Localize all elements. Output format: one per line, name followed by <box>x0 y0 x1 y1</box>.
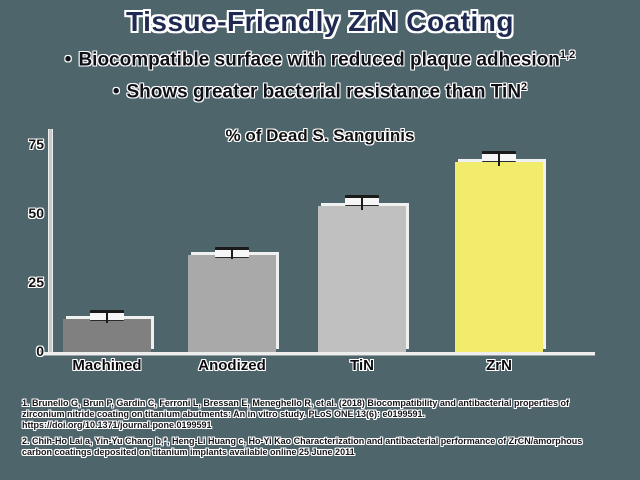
bullet-icon: • <box>112 81 120 103</box>
error-bar-stem <box>231 250 233 259</box>
bar-machined <box>63 319 151 352</box>
error-bar-anodized <box>215 247 249 259</box>
bullet-icon: • <box>64 49 72 71</box>
error-bar-stem <box>106 313 108 323</box>
bullet-bacterial-resistance: • Shows greater bacterial resistance than… <box>0 81 640 103</box>
error-bar-stem <box>361 198 363 210</box>
x-label-tin: TiN <box>350 357 374 374</box>
bullet-biocompatible: • Biocompatible surface with reduced plaq… <box>0 49 640 71</box>
error-bar-machined <box>90 310 124 323</box>
x-axis <box>42 352 595 356</box>
citation-ref-1-2: 1,2 <box>559 49 576 61</box>
y-tick-label-0: 0 <box>36 343 44 359</box>
chart-title: % of Dead S. Sanguinis <box>225 126 415 145</box>
y-tick-label-50: 50 <box>28 205 44 221</box>
bar-anodized <box>188 255 276 352</box>
error-bar-tin <box>345 195 379 210</box>
y-tick-label-25: 25 <box>28 274 44 290</box>
citation-ref-2: 2 <box>521 81 528 93</box>
footnote-1: 1. Brunello G, Brun P, Gardin C, Ferroni… <box>22 398 569 430</box>
bar-tin <box>318 206 406 352</box>
x-label-anodized: Anodized <box>198 357 266 374</box>
x-label-machined: Machined <box>72 357 142 374</box>
y-axis <box>49 129 52 354</box>
x-label-zrn: ZrN <box>486 357 512 374</box>
bullet-text-bacterial-resistance: Shows greater bacterial resistance than … <box>126 81 522 103</box>
footnotes: 1. Brunello G, Brun P, Gardin C, Ferroni… <box>22 398 607 463</box>
bar-zrn <box>455 162 543 352</box>
slide-title: Tissue-Friendly ZrN Coating <box>126 6 514 37</box>
y-tick-label-75: 75 <box>28 136 44 152</box>
error-bar-zrn <box>482 151 516 166</box>
error-bar-stem <box>498 154 500 166</box>
bullet-text-biocompatible: Biocompatible surface with reduced plaqu… <box>78 49 560 71</box>
footnote-2: 2. Chih-Ho Lai a, Yin-Yu Chang b,*, Heng… <box>22 436 583 457</box>
